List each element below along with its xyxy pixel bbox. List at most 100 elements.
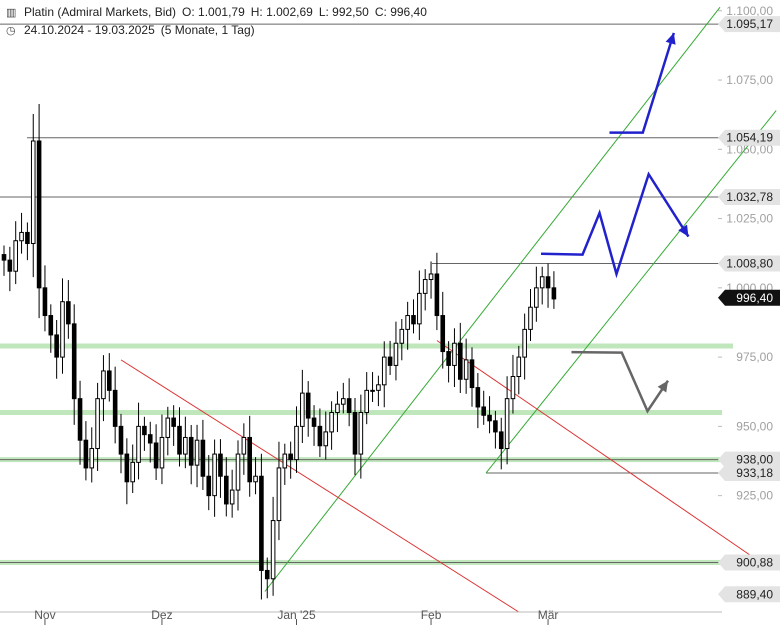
- candle-body: [229, 489, 235, 505]
- candle-body: [528, 306, 533, 330]
- candle-body: [422, 279, 428, 294]
- candle-body: [346, 398, 352, 414]
- high-value: H: 1.002,69: [250, 5, 313, 19]
- price-tag-label: 933,18: [736, 466, 773, 480]
- candle-body: [253, 475, 258, 483]
- candle-body: [276, 467, 282, 522]
- price-tag: [718, 451, 780, 468]
- candle-body: [352, 412, 358, 455]
- bull-scenario-arrow-2: [541, 171, 690, 279]
- candle-body: [463, 359, 469, 380]
- candle-body: [194, 439, 200, 466]
- candle-body: [405, 315, 410, 330]
- chart-header: ▥ Platin (Admiral Markets, Bid) O: 1.001,7…: [6, 4, 433, 40]
- support-zone: [0, 343, 733, 349]
- candle-body: [493, 420, 498, 433]
- candle-body: [498, 431, 504, 450]
- channel-lower-line: [485, 110, 777, 474]
- date-range: 24.10.2024 - 19.03.2025: [24, 23, 155, 37]
- candle-body: [311, 417, 317, 427]
- price-tag: [718, 255, 780, 272]
- candle-body: [165, 417, 171, 438]
- candle-body: [136, 425, 141, 463]
- candle-body: [13, 240, 18, 272]
- candle-body: [475, 387, 481, 408]
- candle-body: [270, 520, 276, 580]
- clock-icon: ◷: [6, 25, 16, 37]
- price-tag: [718, 586, 780, 603]
- y-tick-label: 950,00: [736, 419, 773, 433]
- x-tick-label: Dez: [151, 608, 172, 622]
- candle-body: [504, 398, 510, 450]
- candle-body: [522, 328, 527, 358]
- candle-body: [212, 453, 217, 497]
- x-tick-label: Mär: [538, 608, 559, 622]
- instrument-name: Platin (Admiral Markets, Bid): [24, 5, 177, 19]
- price-tag: [718, 189, 780, 206]
- candle-body: [259, 475, 264, 571]
- candle-body: [381, 356, 387, 386]
- bull-scenario-arrow-1: [609, 32, 676, 134]
- price-tag-label: 1.032,78: [726, 190, 773, 204]
- candle-body: [36, 140, 42, 289]
- candle-body: [300, 392, 305, 427]
- scenario-arrows: [541, 32, 690, 414]
- candle-body: [487, 414, 492, 422]
- y-tick-label: 1.050,00: [726, 142, 773, 156]
- price-tag-label: 889,40: [736, 587, 773, 601]
- candle-body: [399, 328, 405, 344]
- x-tick-label: Jan '25: [277, 608, 316, 622]
- candle-body: [510, 375, 516, 400]
- header-row-instrument: ▥ Platin (Admiral Markets, Bid) O: 1.001,7…: [6, 4, 433, 22]
- candle-body: [288, 453, 293, 461]
- candle-body: [206, 475, 212, 497]
- candle-body: [481, 406, 486, 416]
- candle-body: [317, 425, 323, 447]
- candle-body: [42, 287, 48, 317]
- x-tick-label: Feb: [421, 608, 442, 622]
- candle-body: [130, 461, 135, 483]
- candle-body: [417, 292, 422, 325]
- candle-body: [159, 436, 165, 469]
- candle-body: [71, 323, 77, 400]
- candles-icon: ▥: [6, 7, 17, 19]
- candle-body: [440, 315, 446, 353]
- candle-body: [341, 398, 346, 405]
- candle-body: [364, 389, 369, 414]
- y-tick-label: 1.100,00: [726, 4, 773, 18]
- candle-body: [305, 392, 311, 419]
- candlestick-series: [1, 104, 557, 600]
- low-value: L: 992,50: [318, 5, 369, 19]
- price-tag: [718, 129, 780, 146]
- price-tag-label: 996,40: [736, 291, 773, 305]
- candle-body: [387, 356, 393, 366]
- alt-scenario-arrow-head: [657, 380, 668, 393]
- candle-body: [66, 301, 71, 325]
- candle-body: [83, 439, 89, 469]
- candle-body: [539, 276, 545, 289]
- candle-body: [183, 436, 188, 455]
- price-tag-label: 900,88: [736, 555, 773, 569]
- candle-body: [188, 436, 194, 466]
- candle-body: [224, 475, 229, 505]
- candle-body: [107, 370, 112, 391]
- price-tag: [718, 16, 780, 33]
- candle-body: [329, 412, 334, 433]
- candle-body: [551, 287, 557, 300]
- price-tag: [718, 554, 780, 571]
- level-tags: 1.095,17 1.054,19 1.032,78 1.008,80 996,40 93…: [718, 16, 780, 603]
- horizontal-levels: [0, 23, 722, 563]
- downtrend-line-2: [436, 340, 757, 560]
- price-tag-label: 1.008,80: [726, 256, 773, 270]
- candle-body: [335, 403, 340, 414]
- downtrend-line-1: [120, 359, 520, 613]
- candle-body: [218, 453, 223, 477]
- candle-body: [469, 359, 475, 389]
- candle-body: [25, 231, 30, 245]
- candle-body: [95, 398, 100, 450]
- candle-body: [118, 425, 124, 455]
- candle-body: [142, 425, 147, 436]
- candle-body: [1, 254, 7, 261]
- support-zones: [0, 343, 780, 565]
